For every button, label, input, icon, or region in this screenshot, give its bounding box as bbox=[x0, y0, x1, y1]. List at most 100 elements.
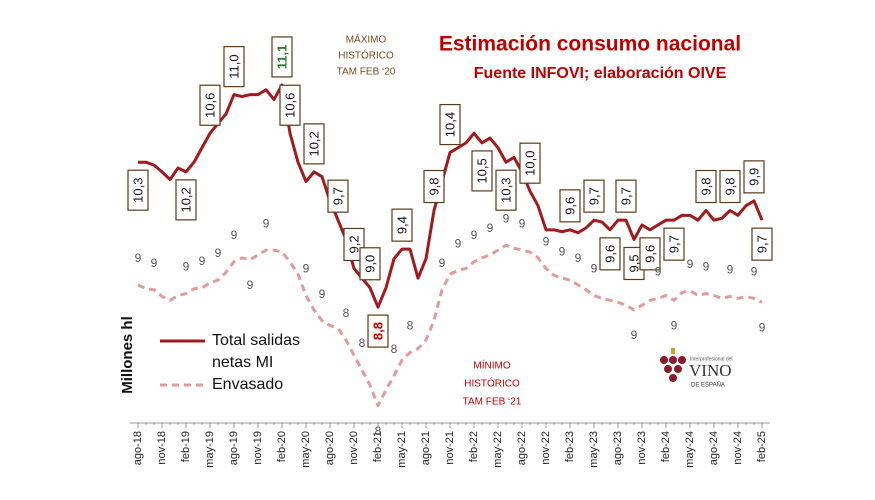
value-label: 9,6 bbox=[562, 197, 577, 215]
value-label-box bbox=[391, 208, 413, 242]
value-label-box bbox=[359, 247, 381, 281]
value-label: 8 bbox=[375, 424, 382, 438]
x-tick-label: nov-21 bbox=[444, 431, 456, 465]
value-label: 9,8 bbox=[426, 177, 441, 195]
value-label: 10,3 bbox=[498, 178, 513, 203]
value-label: 9 bbox=[263, 216, 270, 230]
value-label-box bbox=[271, 36, 293, 78]
value-label-box bbox=[303, 123, 325, 165]
value-label: 8 bbox=[391, 342, 398, 356]
value-label: 9 bbox=[135, 251, 142, 265]
value-label-box bbox=[127, 169, 149, 211]
x-tick-label: feb-19 bbox=[180, 431, 192, 462]
logo-sub: DE ESPAÑA bbox=[691, 382, 725, 389]
value-label: 9 bbox=[231, 228, 238, 242]
value-label-box bbox=[639, 237, 661, 271]
value-label-box bbox=[615, 179, 637, 213]
value-label: 9 bbox=[687, 257, 694, 271]
annotation: MÍNIMO bbox=[473, 359, 510, 372]
x-tick-label: may-20 bbox=[300, 431, 312, 468]
value-label: 9,8 bbox=[698, 177, 713, 195]
value-label: 9 bbox=[671, 319, 678, 333]
value-label: 10,4 bbox=[442, 112, 457, 137]
value-label-box bbox=[423, 169, 445, 204]
line-series bbox=[137, 243, 763, 408]
logo-grape bbox=[674, 365, 682, 373]
value-label: 9 bbox=[199, 254, 206, 268]
logo-grape bbox=[669, 356, 677, 364]
value-label: 9,9 bbox=[746, 168, 761, 186]
value-label-box bbox=[199, 84, 221, 126]
x-tick-label: ago-21 bbox=[420, 431, 432, 465]
y-axis-label: Millones hl bbox=[119, 316, 136, 394]
value-label: 9,7 bbox=[754, 235, 769, 253]
x-tick-label: may-22 bbox=[492, 431, 504, 468]
x-tick-label: ago-22 bbox=[516, 431, 528, 465]
annotation: HISTÓRICO bbox=[338, 49, 394, 62]
value-label: 9,6 bbox=[602, 245, 617, 263]
value-label-box bbox=[279, 84, 301, 126]
annotation: MÁXIMO bbox=[346, 33, 387, 46]
x-tick-label: nov-24 bbox=[732, 431, 744, 465]
value-label: 10,0 bbox=[522, 151, 537, 176]
x-tick-label: nov-20 bbox=[348, 431, 360, 465]
value-label: 8 bbox=[359, 336, 366, 350]
value-label: 9,7 bbox=[330, 187, 345, 205]
value-label: 9,0 bbox=[362, 255, 377, 273]
x-tick-label: feb-21 bbox=[372, 431, 384, 462]
value-label: 8 bbox=[407, 319, 414, 333]
value-label-box bbox=[663, 227, 685, 261]
legend-label: Total salidas netas MI bbox=[212, 332, 301, 371]
value-label-box bbox=[751, 227, 773, 261]
x-tick-label: nov-22 bbox=[540, 431, 552, 465]
value-label: 9 bbox=[503, 211, 510, 225]
value-label: 10,6 bbox=[202, 93, 217, 118]
value-label: 11,0 bbox=[226, 54, 241, 78]
logo-grape bbox=[678, 356, 686, 364]
value-label-box bbox=[719, 169, 741, 204]
x-tick-label: feb-25 bbox=[756, 431, 768, 462]
value-label: 9,6 bbox=[642, 245, 657, 263]
value-label-box bbox=[367, 314, 389, 348]
x-tick-label: feb-22 bbox=[468, 431, 480, 462]
value-label: 9 bbox=[543, 235, 550, 249]
value-label: 10,2 bbox=[306, 131, 321, 156]
value-label-box bbox=[599, 237, 621, 271]
value-label: 9,4 bbox=[394, 216, 409, 234]
value-label: 9,2 bbox=[346, 235, 361, 253]
x-tick-label: feb-20 bbox=[276, 431, 288, 462]
value-label: 9 bbox=[727, 263, 734, 277]
value-label-box bbox=[519, 142, 541, 184]
value-label: 9,7 bbox=[586, 187, 601, 205]
x-tick-label: feb-24 bbox=[660, 431, 672, 462]
chart-subtitle: Fuente INFOVI; elaboración OIVE bbox=[474, 65, 727, 82]
x-tick-label: nov-18 bbox=[156, 431, 168, 465]
value-label: 9 bbox=[455, 237, 462, 251]
value-label-box bbox=[343, 227, 365, 262]
value-label: 9 bbox=[559, 244, 566, 258]
logo: Interprofesional del VINO DE ESPAÑA bbox=[660, 348, 733, 389]
value-label: 9 bbox=[655, 265, 662, 279]
annotation: TAM FEB ‘20 bbox=[337, 67, 396, 78]
value-label-box bbox=[495, 169, 517, 211]
value-label: 8,8 bbox=[370, 322, 385, 340]
x-tick-label: nov-19 bbox=[252, 431, 264, 465]
value-label: 9 bbox=[519, 216, 526, 230]
value-label: 9 bbox=[471, 228, 478, 242]
x-tick-label: ago-24 bbox=[708, 431, 720, 465]
value-label: 9,5 bbox=[626, 254, 641, 272]
value-label-box bbox=[327, 179, 349, 213]
x-tick-label: may-23 bbox=[588, 431, 600, 468]
value-label: 9 bbox=[439, 256, 446, 270]
x-tick-label: ago-19 bbox=[228, 431, 240, 465]
value-label: 9 bbox=[215, 246, 222, 260]
value-label-box bbox=[559, 189, 581, 223]
value-label: 10,2 bbox=[178, 187, 193, 212]
x-tick-label: ago-18 bbox=[132, 431, 144, 465]
value-label: 8 bbox=[343, 306, 350, 320]
value-label: 11,1 bbox=[274, 45, 289, 70]
value-label: 9 bbox=[751, 265, 758, 279]
value-label-box bbox=[439, 103, 461, 146]
